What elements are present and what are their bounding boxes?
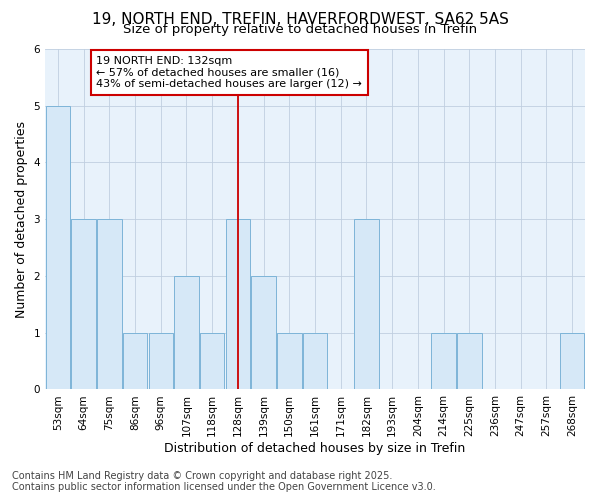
Bar xyxy=(277,332,302,390)
X-axis label: Distribution of detached houses by size in Trefin: Distribution of detached houses by size … xyxy=(164,442,466,455)
Bar xyxy=(303,332,327,390)
Text: Contains HM Land Registry data © Crown copyright and database right 2025.
Contai: Contains HM Land Registry data © Crown c… xyxy=(12,471,436,492)
Bar xyxy=(251,276,276,390)
Bar xyxy=(71,219,96,390)
Text: 19, NORTH END, TREFIN, HAVERFORDWEST, SA62 5AS: 19, NORTH END, TREFIN, HAVERFORDWEST, SA… xyxy=(92,12,508,28)
Bar xyxy=(123,332,147,390)
Bar xyxy=(97,219,122,390)
Bar xyxy=(226,219,250,390)
Bar xyxy=(560,332,584,390)
Bar xyxy=(457,332,482,390)
Bar xyxy=(149,332,173,390)
Bar xyxy=(200,332,224,390)
Bar xyxy=(46,106,70,390)
Bar xyxy=(174,276,199,390)
Y-axis label: Number of detached properties: Number of detached properties xyxy=(15,120,28,318)
Bar xyxy=(431,332,456,390)
Text: 19 NORTH END: 132sqm
← 57% of detached houses are smaller (16)
43% of semi-detac: 19 NORTH END: 132sqm ← 57% of detached h… xyxy=(97,56,362,89)
Bar xyxy=(354,219,379,390)
Text: Size of property relative to detached houses in Trefin: Size of property relative to detached ho… xyxy=(123,22,477,36)
